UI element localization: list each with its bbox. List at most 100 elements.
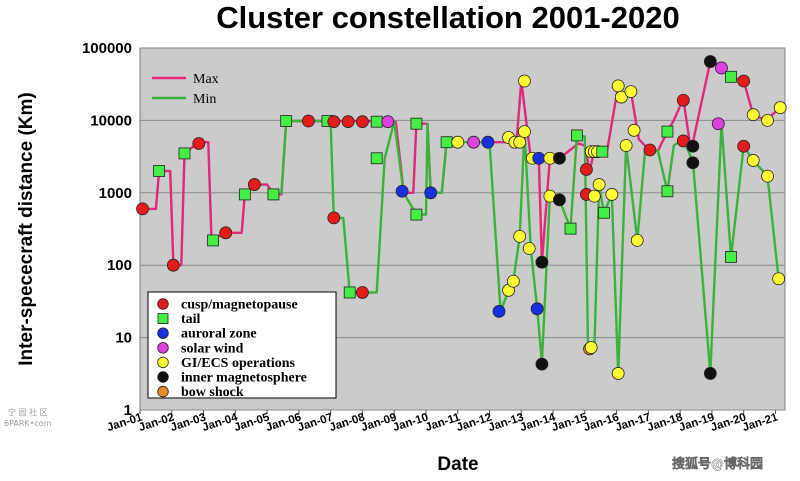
legend-marker-label: solar wind (181, 341, 244, 356)
marker-cusp-magnetopause (166, 258, 180, 272)
data-markers (136, 55, 787, 380)
legend-line-label: Max (193, 72, 219, 87)
legend-marker-label: cusp/magnetopause (181, 298, 298, 313)
legend-marker-label: auroral zone (181, 327, 257, 342)
marker-tail (370, 152, 383, 165)
marker-solar-wind (715, 61, 728, 75)
marker-cusp-magnetopause (676, 93, 690, 107)
marker-gi-ecs-operations (773, 101, 787, 115)
marker-gi-ecs-operations (513, 135, 527, 149)
marker-tail (410, 117, 423, 130)
legend-marker-label: GI/ECS operations (181, 356, 296, 371)
marker-auroral-zone (395, 184, 409, 198)
marker-tail (661, 125, 674, 138)
legend-marker-swatch (157, 298, 169, 310)
marker-inner-magnetosphere (686, 156, 700, 170)
marker-gi-ecs-operations (611, 79, 625, 93)
marker-tail (238, 188, 251, 201)
marker-gi-ecs-operations (614, 90, 628, 104)
y-tick-label: 10 (115, 330, 132, 347)
watermark-left-line2: 6PARK•com (4, 419, 52, 428)
marker-solar-wind (381, 115, 395, 129)
marker-auroral-zone (532, 151, 546, 165)
marker-cusp-magnetopause (327, 115, 341, 129)
marker-gi-ecs-operations (624, 85, 638, 98)
marker-tail (267, 188, 280, 201)
marker-gi-ecs-operations (513, 229, 527, 243)
marker-inner-magnetosphere (686, 139, 700, 153)
marker-tail (725, 70, 737, 83)
marker-inner-magnetosphere (703, 367, 717, 380)
marker-cusp-magnetopause (356, 115, 369, 129)
marker-tail (178, 147, 191, 160)
marker-tail (370, 115, 383, 128)
marker-tail (597, 206, 610, 219)
line-legend: Max Min (152, 72, 219, 107)
marker-inner-magnetosphere (553, 193, 566, 207)
y-tick-label: 100000 (82, 40, 132, 57)
marker-cusp-magnetopause (737, 74, 751, 88)
legend-marker-swatch (157, 356, 169, 369)
legend-marker-swatch (157, 342, 169, 354)
marker-tail (153, 165, 165, 177)
marker-tail (661, 185, 674, 198)
y-tick-label: 1000 (99, 185, 132, 202)
marker-gi-ecs-operations (627, 123, 641, 137)
marker-tail (725, 251, 737, 263)
marker-gi-ecs-operations (587, 189, 601, 203)
y-tick-label: 100 (107, 257, 132, 274)
marker-cusp-magnetopause (580, 163, 593, 176)
marker-tail (570, 129, 583, 142)
legend-marker-label: tail (181, 312, 201, 327)
marker-gi-ecs-operations (518, 74, 531, 88)
marker-inner-magnetosphere (535, 255, 549, 269)
legend-line-label: Min (193, 92, 216, 107)
y-tick-label: 10000 (90, 112, 132, 129)
marker-tail (343, 286, 356, 299)
series-line-min (280, 119, 780, 375)
y-axis-title: Inter-spececraft distance (Km) (16, 92, 37, 365)
marker-cusp-magnetopause (341, 115, 355, 129)
marker-gi-ecs-operations (506, 274, 520, 288)
y-tick-labels: 1 10 100 1000 10000 100000 (82, 40, 132, 419)
marker-gi-ecs-operations (584, 341, 598, 354)
marker-gi-ecs-operations (746, 154, 760, 167)
marker-gi-ecs-operations (611, 367, 625, 380)
marker-gi-ecs-operations (761, 114, 774, 127)
legend-marker-label: bow shock (181, 385, 244, 400)
marker-gi-ecs-operations (630, 234, 644, 247)
marker-tail (564, 222, 577, 235)
marker-cusp-magnetopause (247, 178, 261, 191)
marker-inner-magnetosphere (703, 55, 717, 68)
marker-auroral-zone (492, 305, 506, 318)
x-axis-title: Date (437, 454, 478, 475)
legend-marker-swatch (157, 327, 169, 339)
marker-solar-wind (467, 135, 481, 149)
marker-cusp-magnetopause (301, 114, 315, 128)
marker-inner-magnetosphere (553, 151, 566, 165)
marker-tail (596, 145, 609, 158)
marker-gi-ecs-operations (605, 188, 619, 201)
y-tick-label: 1 (124, 402, 132, 419)
watermark-right: 搜狐号@博科园 (672, 456, 763, 472)
marker-gi-ecs-operations (772, 272, 786, 286)
marker-cusp-magnetopause (136, 202, 149, 216)
marker-gi-ecs-operations (451, 135, 465, 149)
marker-cusp-magnetopause (356, 286, 369, 299)
marker-gi-ecs-operations (761, 169, 774, 183)
marker-tail (410, 208, 423, 221)
marker-cusp-magnetopause (219, 226, 233, 240)
marker-gi-ecs-operations (619, 139, 633, 152)
marker-legend-box (147, 291, 337, 399)
watermark-left-line1: 宁 园 社 区 (8, 407, 48, 417)
marker-gi-ecs-operations (522, 242, 536, 255)
legend-marker-label: inner magnetosphere (181, 371, 307, 386)
marker-cusp-magnetopause (737, 139, 751, 153)
marker-cusp-magnetopause (327, 211, 341, 225)
marker-cusp-magnetopause (192, 137, 206, 150)
marker-gi-ecs-operations (518, 125, 531, 139)
marker-cusp-magnetopause (643, 143, 657, 157)
marker-inner-magnetosphere (535, 357, 549, 371)
